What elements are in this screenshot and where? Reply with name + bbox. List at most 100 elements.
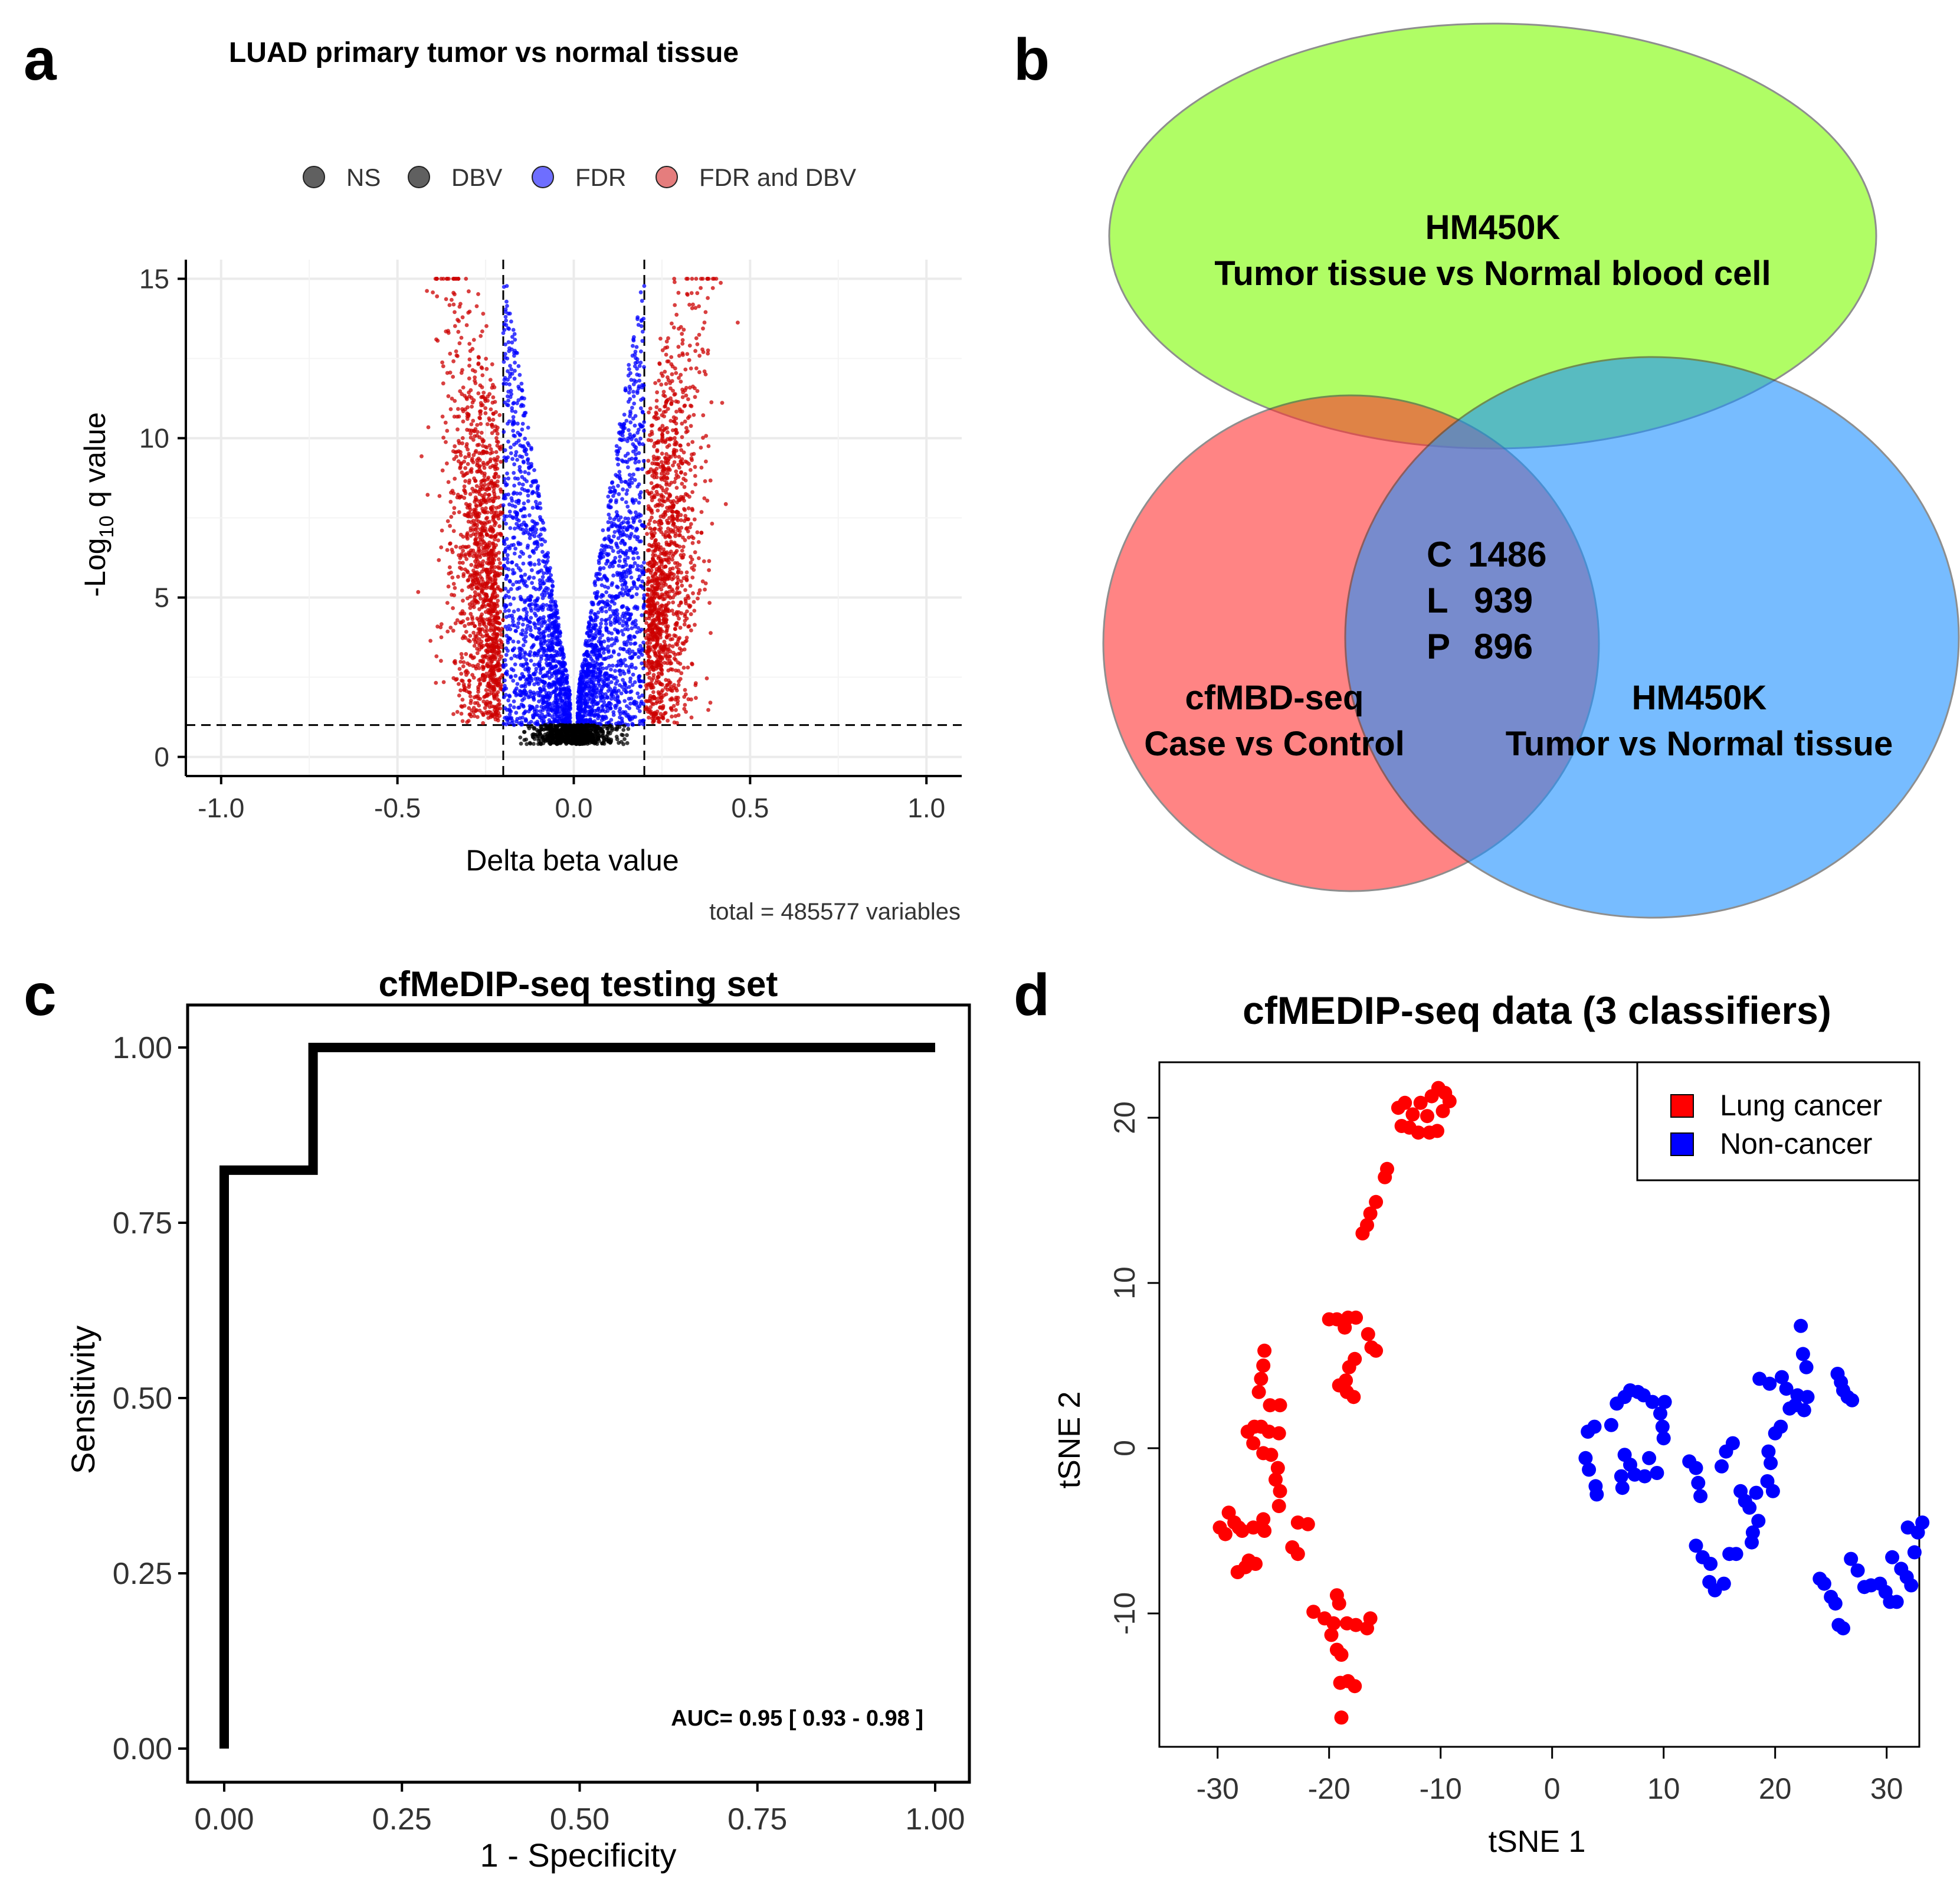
volcano-point-fdr <box>631 382 636 387</box>
volcano-point-fdr-and-dbv <box>708 700 713 705</box>
volcano-point-fdr <box>512 483 516 488</box>
volcano-point-fdr-and-dbv <box>675 721 679 725</box>
volcano-point-fdr <box>615 545 620 549</box>
volcano-point-fdr-and-dbv <box>464 472 468 476</box>
volcano-point-fdr <box>537 562 541 566</box>
volcano-point-fdr <box>624 690 628 694</box>
volcano-point-fdr <box>564 713 569 718</box>
volcano-point-fdr-and-dbv <box>456 459 461 463</box>
volcano-point-fdr-and-dbv <box>480 538 484 542</box>
volcano-point-fdr <box>516 621 521 626</box>
volcano-point-fdr-and-dbv <box>651 673 656 677</box>
volcano-point-fdr-and-dbv <box>666 375 670 379</box>
volcano-point-fdr <box>614 541 618 546</box>
volcano-point-fdr <box>641 459 646 463</box>
volcano-point-fdr <box>599 618 604 622</box>
volcano-point-fdr-and-dbv <box>651 563 656 568</box>
volcano-point-fdr <box>594 695 599 699</box>
volcano-point-fdr-and-dbv <box>496 598 500 603</box>
volcano-point-fdr-and-dbv <box>686 624 690 629</box>
volcano-point-fdr <box>620 497 624 502</box>
volcano-point-fdr-and-dbv <box>480 329 484 333</box>
volcano-point-fdr-and-dbv <box>670 509 674 514</box>
volcano-point-fdr-and-dbv <box>459 336 464 340</box>
volcano-point-fdr <box>510 457 514 461</box>
volcano-point-fdr <box>640 693 644 698</box>
volcano-point-fdr <box>558 631 563 635</box>
volcano-point-fdr <box>535 709 539 713</box>
volcano-point-fdr <box>609 631 614 636</box>
volcano-point-fdr <box>512 433 516 438</box>
volcano-point-fdr-and-dbv <box>477 467 482 472</box>
volcano-point-fdr-and-dbv <box>451 582 456 586</box>
volcano-point-fdr-and-dbv <box>416 590 421 594</box>
volcano-point-fdr <box>615 639 620 643</box>
volcano-point-fdr <box>583 702 588 706</box>
volcano-point-fdr <box>609 582 614 587</box>
volcano-point-fdr-and-dbv <box>444 297 448 302</box>
volcano-point-fdr <box>599 595 604 599</box>
volcano-point-fdr-and-dbv <box>649 509 653 513</box>
volcano-point-fdr-and-dbv <box>694 336 699 341</box>
volcano-point-fdr <box>537 699 541 703</box>
volcano-point-fdr-and-dbv <box>478 629 482 634</box>
volcano-point-fdr-and-dbv <box>451 529 456 533</box>
volcano-point-fdr <box>553 664 558 669</box>
volcano-point-fdr-and-dbv <box>667 443 671 447</box>
volcano-point-fdr-and-dbv <box>661 547 666 552</box>
volcano-point-fdr-and-dbv <box>677 466 681 470</box>
volcano-legend-marker <box>532 166 554 188</box>
volcano-point-fdr-and-dbv <box>657 456 661 460</box>
volcano-point-fdr <box>523 711 527 715</box>
volcano-point-fdr-and-dbv <box>453 586 457 590</box>
volcano-point-fdr-and-dbv <box>478 616 483 620</box>
volcano-point-fdr-and-dbv <box>645 489 650 493</box>
volcano-point-fdr-and-dbv <box>458 660 463 664</box>
volcano-point-fdr <box>531 715 536 720</box>
volcano-point-fdr-and-dbv <box>439 622 444 626</box>
volcano-point-fdr <box>607 503 611 508</box>
volcano-point-fdr-and-dbv <box>480 534 485 539</box>
volcano-point-fdr-and-dbv <box>468 492 473 496</box>
volcano-point-fdr-and-dbv <box>678 533 682 538</box>
volcano-point-fdr-and-dbv <box>492 628 496 633</box>
volcano-point-fdr <box>505 304 509 308</box>
volcano-point-fdr-and-dbv <box>459 495 464 499</box>
volcano-point-fdr <box>527 680 532 685</box>
volcano-point-fdr-and-dbv <box>653 441 657 446</box>
volcano-point-fdr-and-dbv <box>458 532 463 537</box>
volcano-point-fdr <box>516 705 520 710</box>
volcano-point-fdr-and-dbv <box>473 375 477 379</box>
volcano-point-fdr-and-dbv <box>483 675 487 679</box>
volcano-point-fdr-and-dbv <box>490 623 495 627</box>
volcano-point-fdr-and-dbv <box>673 280 677 284</box>
volcano-point-fdr-and-dbv <box>493 533 498 538</box>
volcano-point-fdr <box>607 617 611 621</box>
volcano-point-fdr-and-dbv <box>703 587 707 592</box>
volcano-point-fdr-and-dbv <box>705 498 710 503</box>
volcano-point-fdr <box>631 434 635 439</box>
volcano-point-fdr <box>634 345 639 349</box>
volcano-point-fdr-and-dbv <box>655 601 660 605</box>
volcano-point-fdr <box>507 509 512 514</box>
volcano-point-fdr <box>503 352 507 356</box>
volcano-point-fdr-and-dbv <box>690 306 694 310</box>
volcano-point-fdr-and-dbv <box>660 424 665 428</box>
volcano-point-fdr <box>597 714 601 718</box>
volcano-point-fdr-and-dbv <box>670 587 674 591</box>
volcano-point-fdr <box>640 410 645 414</box>
volcano-point-fdr-and-dbv <box>461 561 465 565</box>
volcano-point-fdr-and-dbv <box>495 431 500 436</box>
volcano-point-fdr-and-dbv <box>440 360 444 365</box>
volcano-point-fdr <box>629 575 634 580</box>
volcano-point-fdr-and-dbv <box>473 381 478 385</box>
volcano-point-fdr-and-dbv <box>664 692 668 696</box>
volcano-point-fdr-and-dbv <box>656 416 660 420</box>
volcano-point-fdr <box>509 445 513 450</box>
volcano-point-fdr-and-dbv <box>486 398 490 403</box>
volcano-point-fdr-and-dbv <box>445 519 450 523</box>
volcano-point-fdr-and-dbv <box>448 499 453 504</box>
volcano-point-fdr <box>554 686 559 691</box>
volcano-point-fdr-and-dbv <box>670 372 674 377</box>
volcano-point-fdr <box>537 494 542 498</box>
